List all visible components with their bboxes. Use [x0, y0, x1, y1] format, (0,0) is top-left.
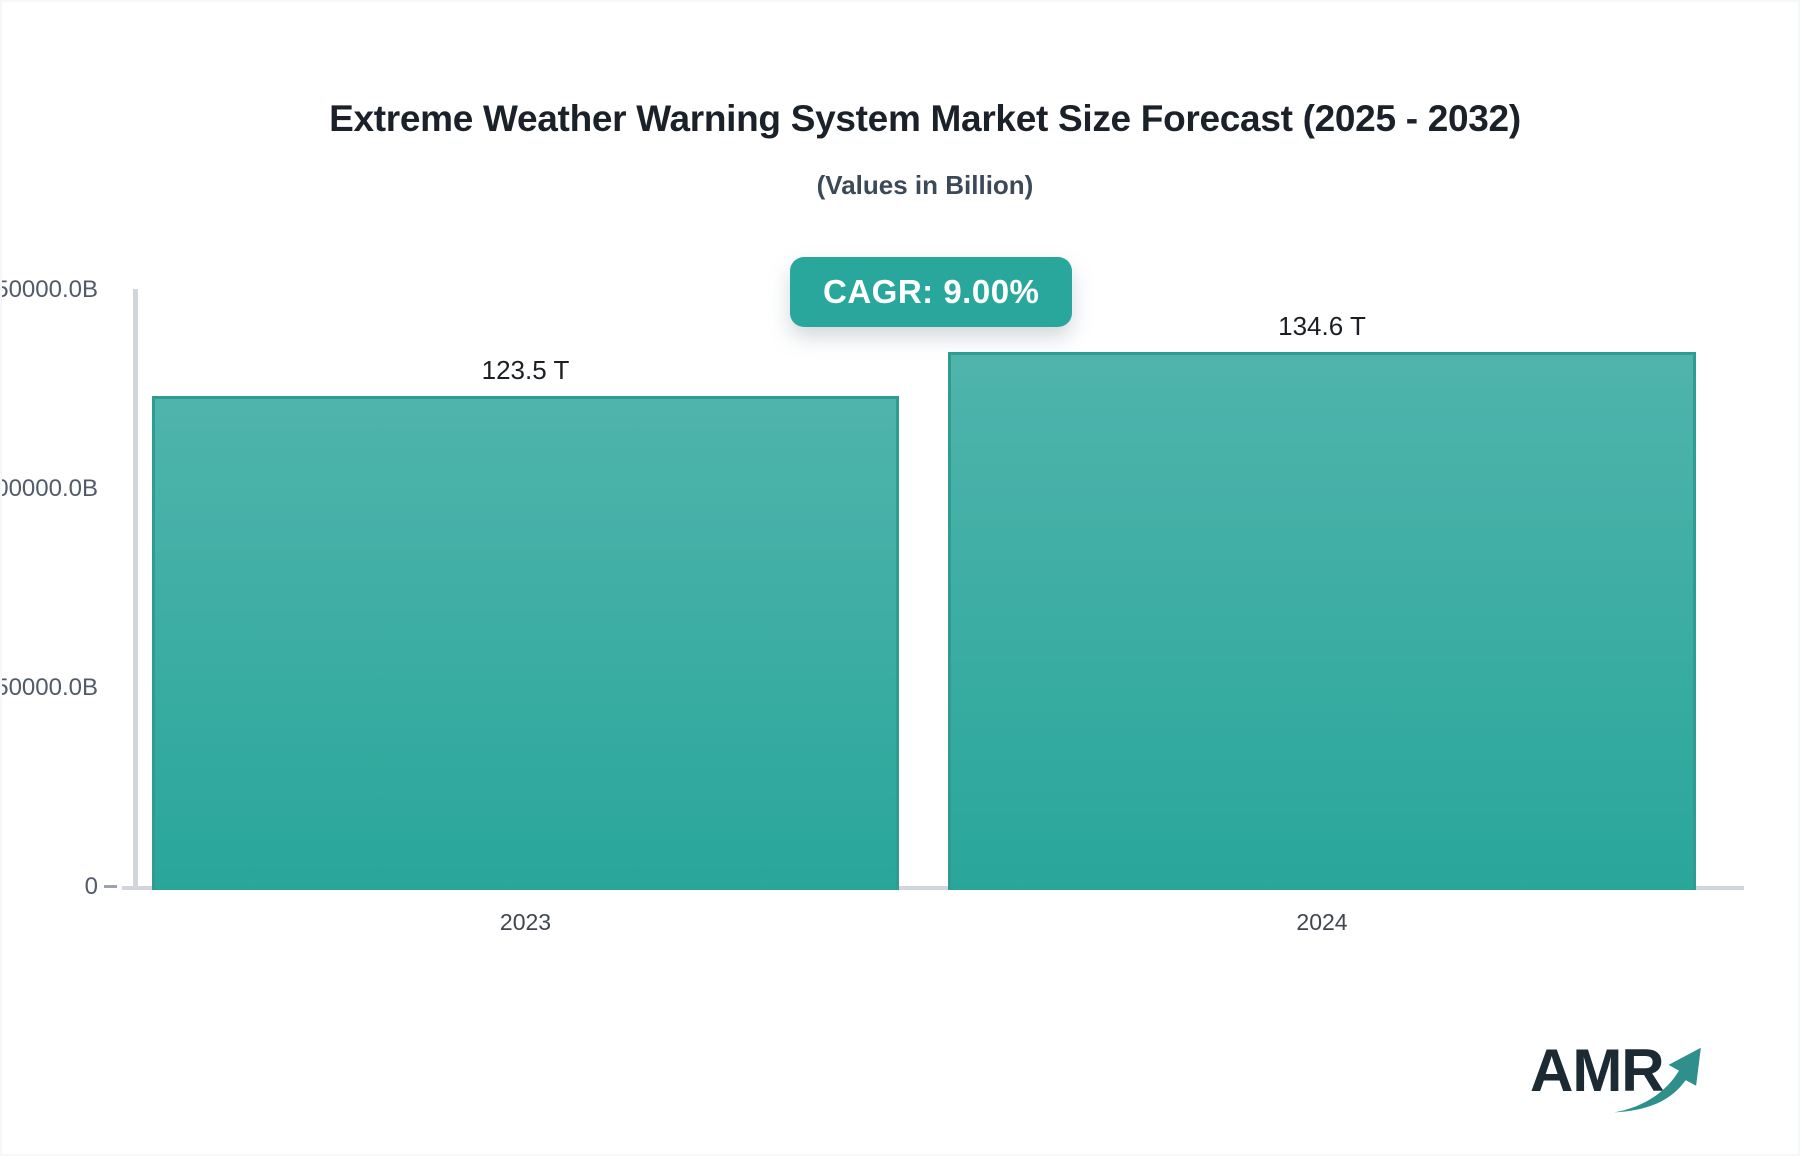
bar-2023	[152, 396, 899, 890]
growth-arrow-icon	[1614, 1047, 1701, 1113]
amr-logo: AMR	[1530, 1036, 1740, 1126]
bar-value-label: 123.5 T	[481, 355, 570, 385]
bar-2024	[948, 352, 1696, 890]
x-axis-label-2023: 2023	[499, 909, 552, 935]
chart-title: Extreme Weather Warning System Market Si…	[329, 98, 1521, 139]
y-tick-label: 50000.0B	[0, 674, 98, 701]
chart-subtitle: (Values in Billion)	[816, 170, 1034, 200]
y-tick-label: 100000.0B	[2, 475, 98, 502]
y-tick-label: 0	[84, 873, 98, 900]
x-axis-baseline	[122, 886, 1744, 890]
y-tick-label: 150000.0B	[2, 276, 98, 303]
x-axis-label-2024: 2024	[1296, 909, 1348, 935]
y-axis-line	[133, 289, 138, 890]
bar-value-label: 134.6 T	[1278, 311, 1366, 341]
cagr-badge: CAGR: 9.00%	[790, 257, 1073, 327]
y-axis-tick-mark	[104, 885, 117, 888]
amr-logo-text: AMR	[1530, 1037, 1665, 1104]
